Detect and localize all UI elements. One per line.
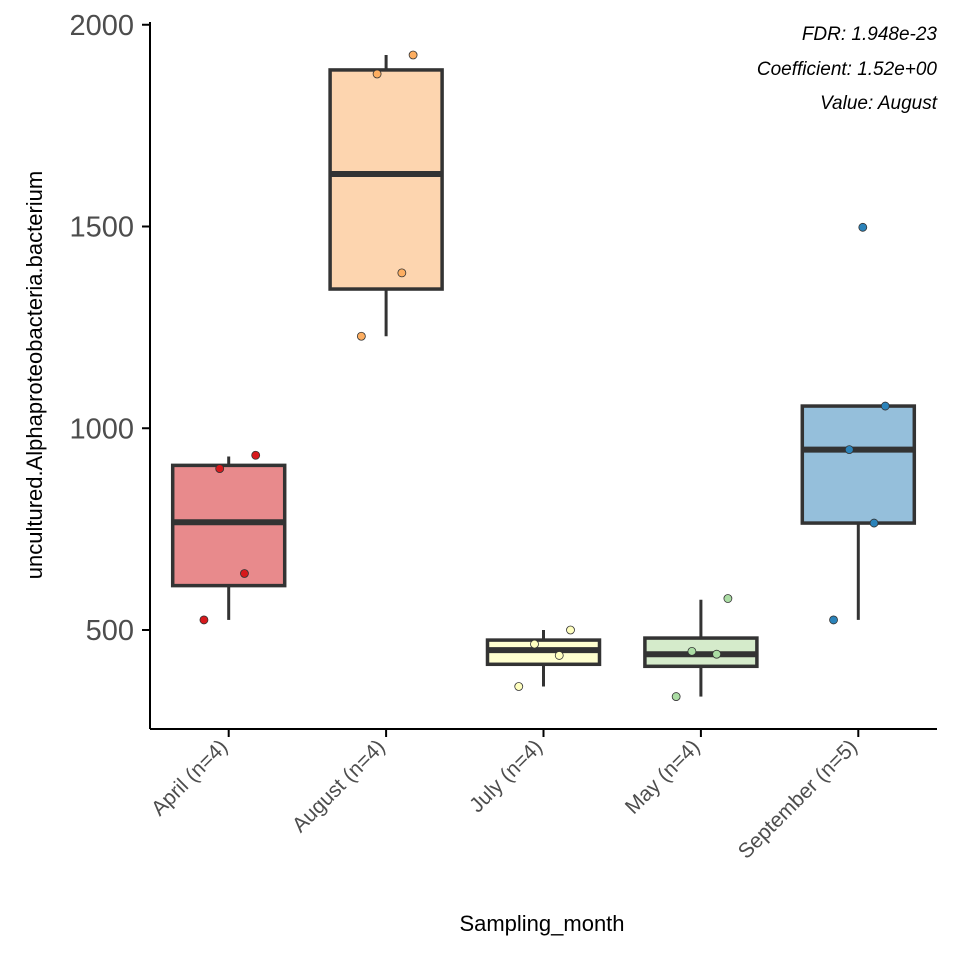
axes [149,22,937,730]
x-tick-label: May (n=4) [621,735,705,819]
data-point [687,646,697,656]
box-group-2 [485,625,602,691]
value-annotation: Value: August [820,93,938,114]
data-point [829,615,838,625]
x-tick-label: April (n=4) [147,735,232,820]
x-tick-label: August (n=4) [288,735,390,837]
data-point [844,445,854,455]
box [328,68,444,291]
data-point [199,615,209,625]
y-tick-label: 1000 [69,413,134,445]
box-group-4 [800,222,917,625]
box [800,404,917,525]
y-axis-title: uncultured.Alphaproteobacteria.bacterium [22,171,47,579]
y-ticks: 500 1000 1500 2000 [69,10,150,647]
data-point [215,464,225,474]
plot-area [170,50,917,701]
box-group-0 [170,450,287,625]
data-point [372,69,382,79]
box-group-1 [328,50,444,341]
data-point [880,401,890,411]
data-point [530,639,539,649]
data-point [869,518,879,528]
coefficient-annotation: Coefficient: 1.52e+00 [757,59,938,80]
box-group-3 [643,594,759,701]
y-tick-label: 2000 [69,10,134,42]
data-point [554,651,564,660]
data-point [671,692,681,701]
x-axis-title: Sampling_month [459,911,624,936]
x-ticks: April (n=4) August (n=4) July (n=4) May (n=… [147,729,862,863]
y-tick-label: 500 [86,615,134,647]
data-point [858,222,868,232]
y-tick-label: 1500 [69,212,134,244]
data-point [240,569,249,578]
data-point [723,594,733,603]
data-point [566,625,575,635]
data-point [251,450,261,460]
x-tick-label: September (n=5) [734,735,862,863]
data-point [514,682,524,691]
box [170,463,287,588]
fdr-annotation: FDR: 1.948e-23 [802,24,938,45]
data-point [397,268,407,278]
data-point [408,50,418,60]
x-tick-label: July (n=4) [465,735,547,817]
data-point [712,649,722,659]
data-point [356,331,366,341]
